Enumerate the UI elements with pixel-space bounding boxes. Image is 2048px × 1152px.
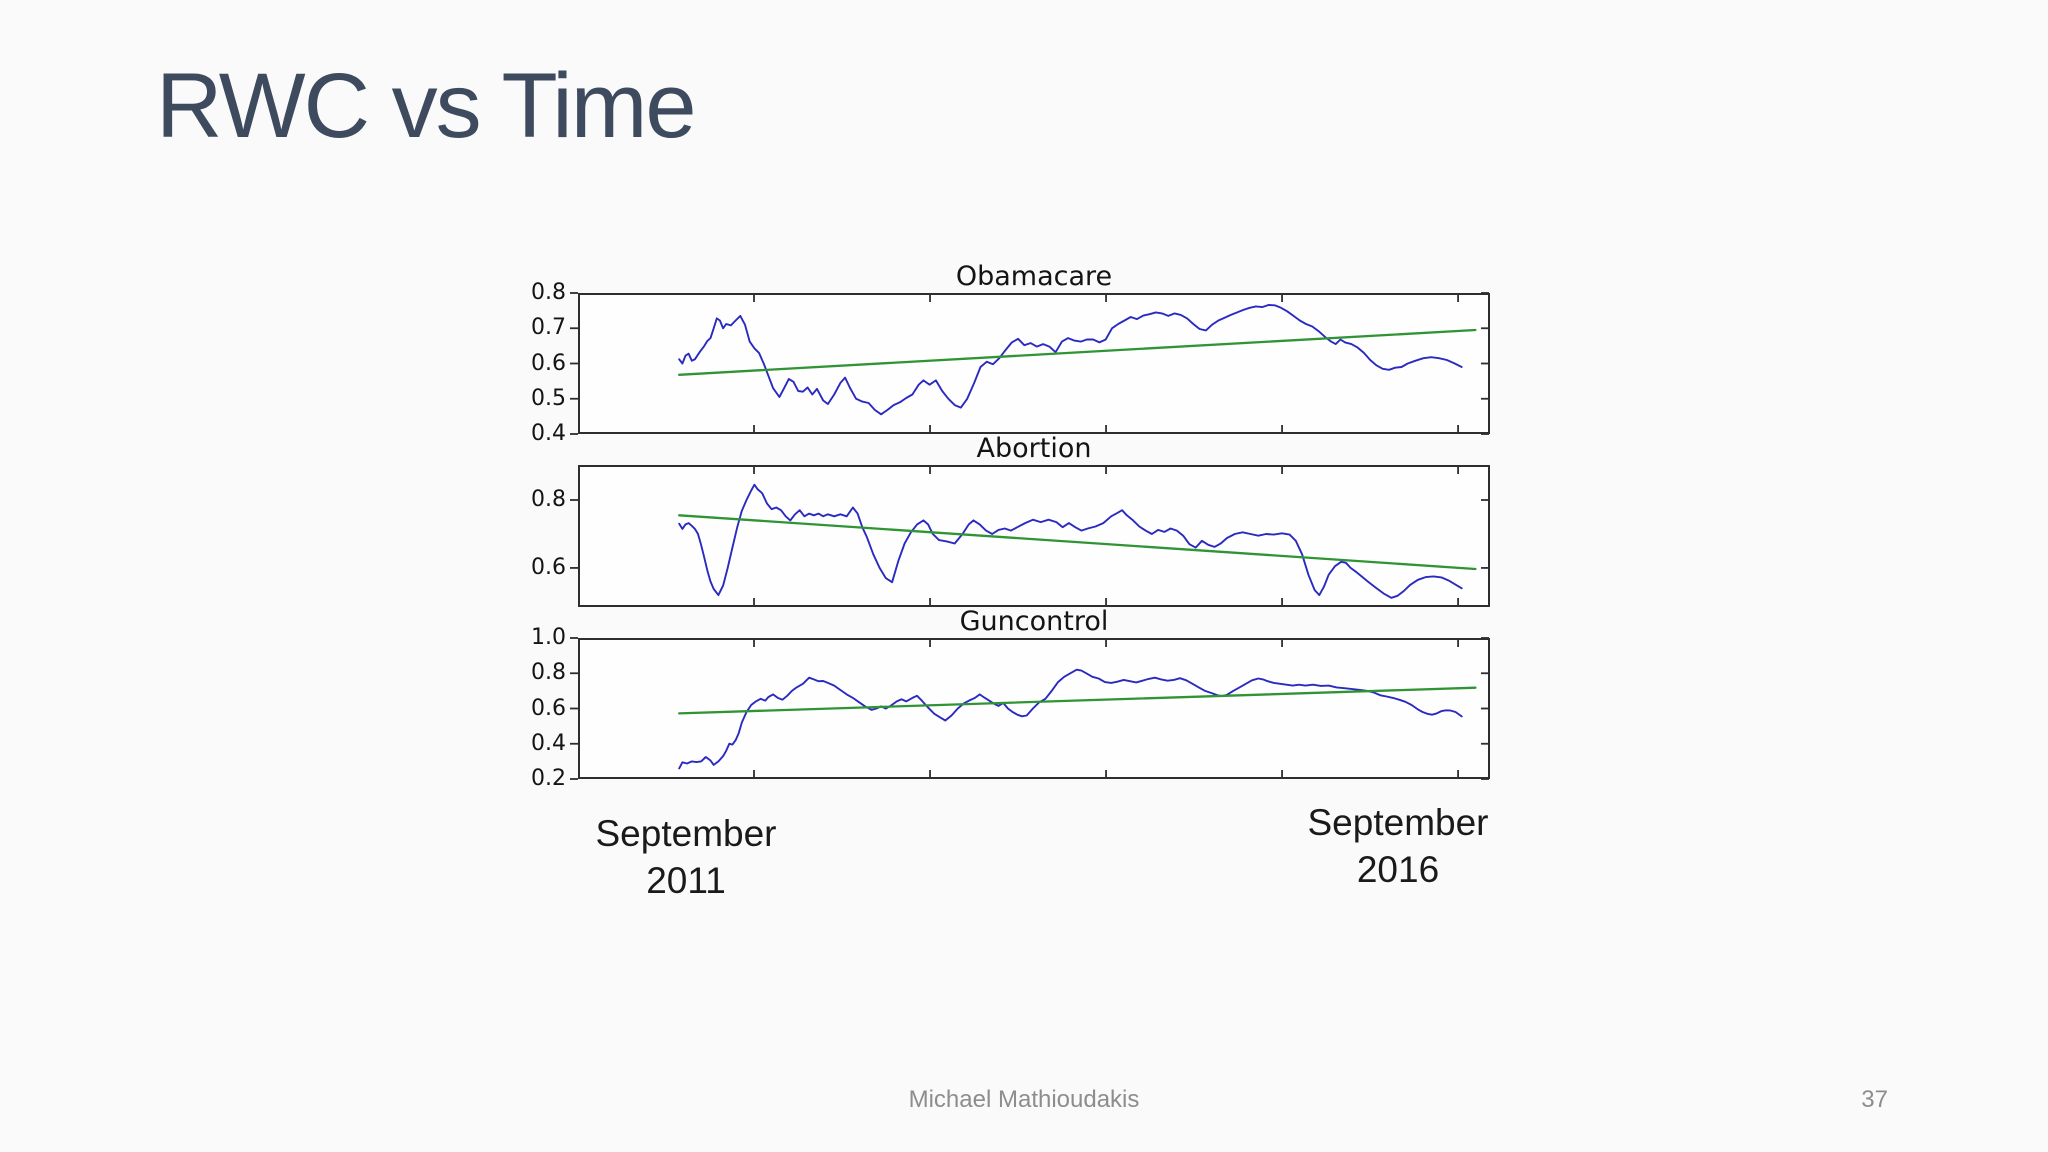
chart-obamacare: Obamacare 0.8 0.7 0.6 0.5 0.4: [531, 262, 1490, 446]
chart-title-abortion: Abortion: [976, 433, 1092, 464]
plot-border: [578, 293, 1490, 434]
y-tick-label: 0.8: [531, 486, 566, 512]
y-tick-label: 0.5: [531, 385, 566, 411]
y-tick-label: 0.7: [531, 315, 566, 341]
plot-obamacare: [570, 292, 1490, 435]
page-title: RWC vs Time: [156, 55, 697, 157]
x-axis-label-start-line2: 2011: [646, 860, 726, 901]
plot-guncontrol: [570, 637, 1490, 780]
y-tick-label: 0.8: [531, 660, 566, 686]
rwc-series-line: [678, 668, 1463, 770]
chart-title-obamacare: Obamacare: [955, 261, 1113, 292]
trend-line: [678, 514, 1477, 571]
x-axis-label-start-line1: September: [595, 813, 777, 854]
y-tick-label: 0.6: [531, 554, 566, 580]
y-tick-label: 0.6: [531, 695, 566, 721]
chart-abortion: Abortion 0.8 0.6: [531, 434, 1490, 607]
y-tick-label: 0.8: [531, 280, 566, 305]
x-axis-label-end: September 2016: [1288, 799, 1508, 893]
plot-abortion: [570, 465, 1490, 607]
footer-page-number: 37: [1861, 1086, 1888, 1113]
plot-border: [578, 638, 1490, 779]
y-tick-label: 1.0: [531, 625, 566, 650]
plot-border: [578, 465, 1490, 607]
y-tick-label: 0.2: [531, 766, 566, 791]
x-axis-label-end-line2: 2016: [1356, 849, 1440, 890]
x-axis-label-end-line1: September: [1307, 802, 1489, 843]
rwc-series-line: [678, 483, 1463, 599]
trend-line: [678, 686, 1477, 715]
chart-guncontrol: Guncontrol 1.0 0.8 0.6 0.4 0.2: [531, 607, 1490, 791]
y-tick-label: 0.4: [531, 730, 566, 756]
trend-line: [678, 328, 1477, 376]
x-axis-label-start: September 2011: [576, 810, 796, 904]
y-tick-label: 0.6: [531, 350, 566, 376]
footer-author: Michael Mathioudakis: [908, 1086, 1140, 1113]
y-tick-label: 0.4: [531, 421, 566, 446]
chart-title-guncontrol: Guncontrol: [959, 606, 1109, 637]
rwc-series-line: [678, 304, 1463, 416]
